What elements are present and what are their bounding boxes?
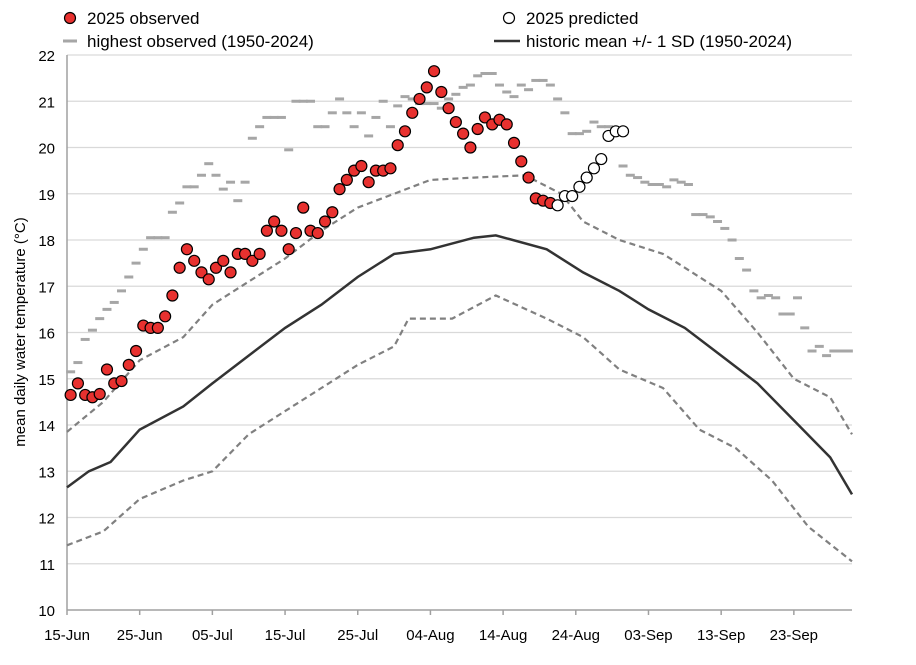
observed-point <box>253 247 266 260</box>
observed-point <box>100 363 114 376</box>
y-tick-label: 12 <box>38 511 55 528</box>
y-tick-label: 18 <box>38 233 55 250</box>
y-axis-label: mean daily water temperature (°C) <box>12 217 29 446</box>
x-tick-label: 14-Aug <box>479 627 527 644</box>
observed-point <box>420 81 433 94</box>
observed-point <box>362 176 375 189</box>
observed-point <box>478 111 492 124</box>
observed-point <box>202 273 215 286</box>
observed-point <box>289 226 303 240</box>
x-tick-label: 24-Aug <box>552 627 600 644</box>
observed-point <box>471 122 484 136</box>
x-tick-label: 03-Sep <box>624 627 672 644</box>
legend-highest-label: highest observed (1950-2024) <box>87 32 314 51</box>
series <box>64 65 854 563</box>
x-tick-label: 15-Jul <box>265 627 306 644</box>
x-tick-label: 05-Jul <box>192 627 233 644</box>
observed-point <box>464 141 477 154</box>
x-tick-label: 25-Jun <box>117 627 163 644</box>
observed-point <box>340 173 353 186</box>
legend-predicted-marker <box>502 11 516 25</box>
observed-point <box>173 261 186 274</box>
y-tick-label: 10 <box>38 603 55 620</box>
observed-point <box>457 127 470 140</box>
observed-point <box>129 344 143 358</box>
observed-point <box>268 215 281 228</box>
observed-point <box>427 65 441 78</box>
predicted-point <box>566 189 579 203</box>
observed-point <box>355 159 368 173</box>
observed-point <box>333 183 346 196</box>
observed-point <box>318 215 332 228</box>
observed-point <box>93 387 106 401</box>
predicted-point <box>587 162 601 175</box>
observed-point <box>384 162 397 175</box>
observed-point <box>64 388 77 402</box>
predicted-point <box>595 152 608 166</box>
observed-point <box>311 226 324 240</box>
y-tick-label: 17 <box>38 279 55 296</box>
observed-point <box>188 254 201 267</box>
gridlines <box>67 54 852 565</box>
observed-point <box>413 92 426 106</box>
y-tick-label: 14 <box>38 418 55 435</box>
observed-point <box>282 243 295 256</box>
observed-point <box>275 224 288 237</box>
observed-point <box>159 310 172 323</box>
predicted-point <box>616 125 630 138</box>
observed-point <box>522 171 535 184</box>
observed-point <box>507 136 521 149</box>
observed-point <box>217 254 230 267</box>
x-tick-label: 25-Jul <box>337 627 378 644</box>
y-tick-label: 20 <box>38 141 55 158</box>
x-tick-label: 15-Jun <box>44 627 90 644</box>
observed-point <box>115 374 128 388</box>
observed-point <box>71 377 85 390</box>
x-tick-label: 23-Sep <box>770 627 818 644</box>
legend-observed-label: 2025 observed <box>87 9 199 28</box>
observed-point <box>260 224 273 237</box>
observed-point <box>224 266 237 279</box>
observed-point <box>406 106 419 119</box>
observed-point <box>209 261 223 274</box>
observed-point <box>500 118 513 131</box>
observed-point <box>435 85 448 99</box>
observed-point <box>326 206 339 219</box>
historic-mean-line <box>66 234 854 496</box>
y-tick-label: 11 <box>39 557 55 574</box>
x-tick-label: 04-Aug <box>406 627 454 644</box>
legend-observed-marker <box>63 11 77 25</box>
predicted-point <box>573 180 586 193</box>
legend-mean-label: historic mean +/- 1 SD (1950-2024) <box>526 32 792 51</box>
legend-predicted-label: 2025 predicted <box>526 9 638 28</box>
y-tick-label: 19 <box>38 187 55 204</box>
y-tick-label: 22 <box>38 48 55 65</box>
observed-point <box>238 247 252 260</box>
x-tick-label: 13-Sep <box>697 627 745 644</box>
observed-point <box>195 266 208 279</box>
tick-labels: 10 11 12 13 14 15 16 17 18 19 20 21 22 15-Jun 25-Jun 05… <box>38 48 818 644</box>
predicted-point <box>580 171 593 184</box>
observed-point <box>515 155 528 168</box>
observed-point <box>398 125 412 138</box>
axes <box>66 55 852 615</box>
observed-point <box>297 201 310 214</box>
plus-1sd-line <box>66 174 853 435</box>
observed-point <box>122 358 135 371</box>
y-tick-label: 21 <box>38 94 55 111</box>
y-tick-label: 16 <box>38 326 55 343</box>
observed-point <box>151 321 164 334</box>
observed-point <box>180 243 194 256</box>
predicted-point <box>551 199 564 212</box>
y-tick-label: 15 <box>38 372 55 389</box>
observed-point <box>442 102 455 115</box>
y-tick-label: 13 <box>38 464 55 481</box>
observed-point <box>449 115 462 129</box>
observed-point <box>391 139 404 152</box>
minus-1sd-line <box>66 294 853 563</box>
observed-point <box>246 254 259 267</box>
legend: 2025 observed highest observed (1950-202… <box>63 9 792 51</box>
observed-point <box>166 289 179 302</box>
